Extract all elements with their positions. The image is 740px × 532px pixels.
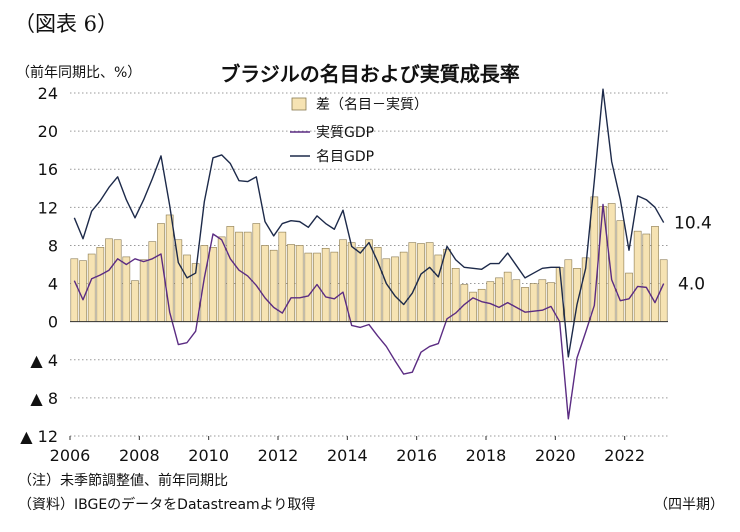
y-tick-label: ▲ 12 <box>20 427 58 446</box>
chart-title: ブラジルの名目および実質成長率 <box>220 62 520 86</box>
bar <box>495 277 503 322</box>
bar <box>408 242 417 322</box>
bar <box>261 245 269 322</box>
bar <box>304 252 313 322</box>
bar <box>339 239 347 322</box>
bar <box>616 220 625 322</box>
legend-label: 実質GDP <box>316 125 374 141</box>
bar <box>434 254 443 322</box>
bar <box>96 247 105 322</box>
bar <box>521 287 529 322</box>
bar <box>477 288 486 322</box>
bar <box>651 226 659 322</box>
y-tick-label: ▲ 4 <box>30 351 58 370</box>
bar <box>174 239 183 322</box>
period-label: （四半期） <box>654 497 724 513</box>
bar <box>330 251 339 322</box>
series-lines <box>73 88 665 420</box>
bar <box>131 280 139 322</box>
x-tick-label: 2016 <box>396 446 437 465</box>
bar <box>87 253 96 322</box>
y-unit-label: （前年同期比、%） <box>16 65 142 81</box>
legend-label: 名目GDP <box>316 149 374 165</box>
y-tick-label: 12 <box>38 198 58 217</box>
bar <box>200 245 209 322</box>
bar <box>625 272 633 322</box>
bar <box>148 241 157 322</box>
bar <box>443 248 451 322</box>
real-gdp-line <box>73 203 665 420</box>
bar <box>79 260 87 322</box>
bar <box>529 283 538 322</box>
bar <box>183 254 191 322</box>
bar <box>382 258 391 322</box>
y-tick-label: 8 <box>48 236 58 255</box>
bar <box>105 238 113 322</box>
nominal-gdp-line <box>73 88 665 358</box>
note-seasonal: （注）未季節調整値、前年同期比 <box>18 473 228 489</box>
legend-swatch-difference <box>291 97 307 111</box>
y-tick-label: 0 <box>48 313 58 332</box>
bar <box>486 281 495 322</box>
bar <box>547 282 555 322</box>
bar <box>269 249 278 322</box>
x-tick-label: 2008 <box>119 446 160 465</box>
real-end-label: 4.0 <box>678 275 705 295</box>
bar <box>356 247 365 322</box>
bar <box>287 244 295 322</box>
x-tick-label: 2014 <box>327 446 368 465</box>
bar <box>321 248 330 322</box>
bar <box>217 236 226 322</box>
bar <box>503 271 512 322</box>
bar <box>295 245 304 322</box>
bar <box>365 239 373 322</box>
bar <box>113 239 122 322</box>
bar <box>252 223 261 322</box>
figure-label: （図表 6） <box>14 12 119 36</box>
bar <box>469 291 477 322</box>
bar <box>538 279 547 322</box>
bar <box>226 226 235 322</box>
x-tick-label: 2012 <box>258 446 299 465</box>
bar <box>165 214 174 322</box>
bar <box>209 247 217 322</box>
bar <box>633 230 642 322</box>
bar <box>139 259 148 322</box>
bar <box>399 251 408 322</box>
bar <box>70 258 79 322</box>
y-tick-label: 16 <box>38 160 58 179</box>
bar <box>417 243 425 322</box>
bar <box>512 279 521 322</box>
bar <box>347 242 356 322</box>
x-tick-label: 2010 <box>188 446 229 465</box>
bar <box>659 259 668 322</box>
y-tick-label: 4 <box>48 275 58 294</box>
x-tick-label: 2006 <box>50 446 91 465</box>
x-tick-label: 2022 <box>604 446 645 465</box>
legend: 差（名目－実質） 実質GDP 名目GDP <box>290 97 428 165</box>
bar <box>391 256 399 322</box>
x-tick-label: 2020 <box>535 446 576 465</box>
nominal-end-label: 10.4 <box>674 214 712 234</box>
x-tick-label: 2018 <box>466 446 507 465</box>
legend-label: 差（名目－実質） <box>316 97 428 113</box>
bar <box>642 233 651 322</box>
bar <box>235 231 243 322</box>
bar <box>564 259 573 322</box>
bar <box>425 242 434 322</box>
note-source: （資料）IBGEのデータをDatastreamより取得 <box>18 497 316 513</box>
bar <box>122 256 131 322</box>
bar <box>373 247 382 322</box>
y-tick-label: 24 <box>38 84 58 103</box>
y-tick-label: ▲ 8 <box>30 389 58 408</box>
y-tick-label: 20 <box>38 122 58 141</box>
